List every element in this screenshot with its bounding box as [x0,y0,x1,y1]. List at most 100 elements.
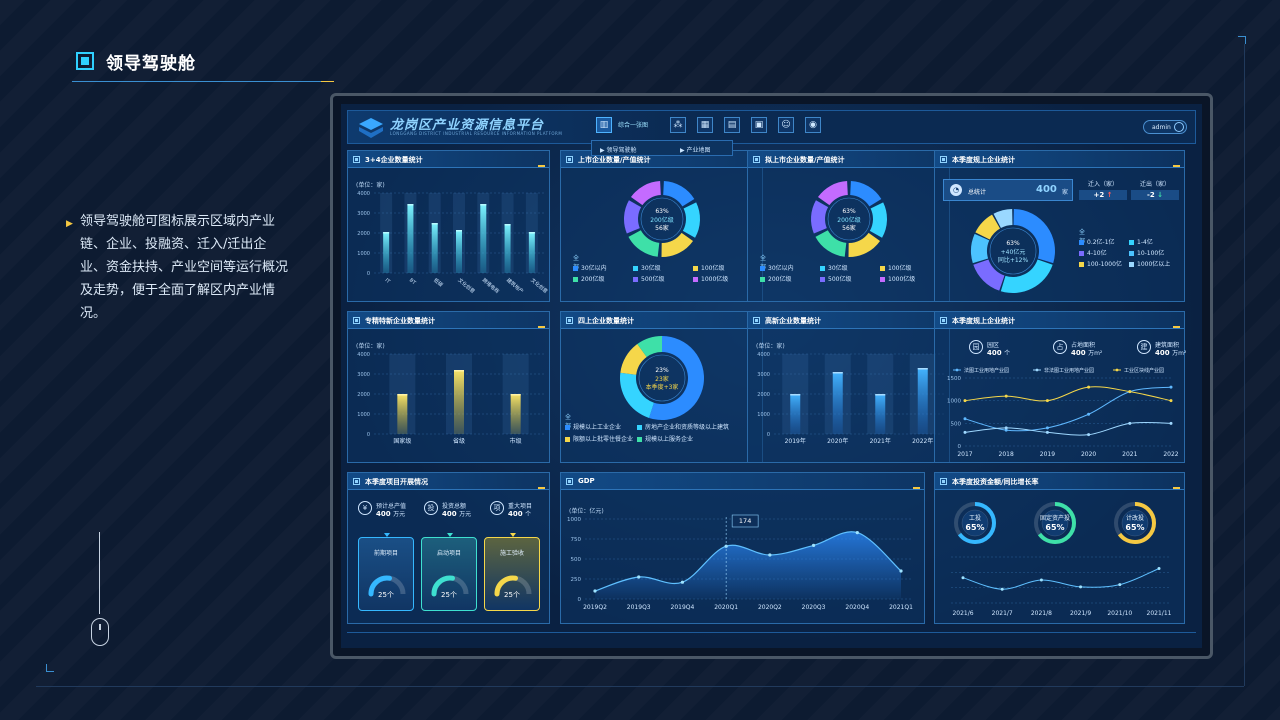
stage-gauge [494,575,532,597]
legend-item: 200亿级 [760,274,791,283]
nav-space-button[interactable]: ▣ [751,117,767,133]
data-point [855,531,859,535]
legend-label: 工业区块线产业园 [1124,367,1164,374]
nav-industry-chain-button[interactable]: ⁂ [670,117,686,133]
x-tick-label: 2021Q1 [889,604,913,611]
total-value: 400 [1036,184,1057,195]
legend-label: 0.2亿-1亿 [1087,239,1115,246]
legend-label: 1000亿级 [888,276,916,283]
x-tick-label: 2021/9 [1070,610,1091,617]
data-point [1169,399,1173,403]
center-count: 56家 [655,224,669,232]
stat-unit: 个 [1004,350,1011,357]
data-point [1118,583,1122,587]
nav-enterprise-button[interactable]: ▦ [697,117,713,133]
bar-cap [397,394,408,396]
legend-swatch [633,277,638,282]
y-tick-label: 500 [571,557,582,563]
data-point [1000,587,1004,591]
bar-cap [790,394,801,396]
series-line [964,386,1172,402]
panel-title: 拟上市企业数量/产值统计 [765,156,845,164]
donut-slice [649,336,704,420]
x-tick-label: 2020 [1081,451,1096,458]
donut-inner-ring [638,354,686,402]
bar [832,372,843,434]
legend-swatch [880,266,885,271]
gauge-label: 计改投 [1125,515,1144,522]
x-tick-label: 建筑地产 [505,277,525,295]
stat-label: 园区 [987,342,1000,349]
user-menu[interactable]: admin [1143,120,1187,134]
series-line [594,531,902,592]
dropdown-item-map[interactable]: ▶ 产业地图 [680,147,711,154]
gauge-fill [368,575,393,597]
x-tick-label: 2020Q1 [714,604,738,611]
x-tick-label: 2019年 [785,437,806,445]
data-point [1087,433,1091,437]
app-title: 龙岗区产业资源信息平台 [390,118,545,133]
slide-description: ▶ 领导驾驶舱可图标展示区域内产业链、企业、投融资、迁入/迁出企业、资金扶持、产… [66,210,290,325]
legend-swatch [760,266,765,271]
dropdown-item-cockpit[interactable]: ▶ 领导驾驶舱 [600,147,637,154]
gauge-fill [1034,502,1076,544]
data-point [768,553,772,557]
nav-map-button[interactable]: ◉ [805,117,821,133]
right-frame-line [1244,44,1245,686]
x-tick-label: 2020Q3 [802,604,826,611]
bar [790,394,801,434]
panel-square-icon [753,317,760,324]
project-stage-card[interactable]: 启动项目 25个 [421,537,477,611]
y-tick-label: 0 [767,432,770,438]
stat-unit: 万元 [393,511,406,518]
panel-title: 本季度规上企业统计 [952,317,1015,325]
legend-swatch [1079,240,1084,245]
donut-slice [993,209,1013,228]
nav-active-label[interactable]: 综合一张图 [618,122,649,129]
legend-item: 30亿以内 [760,263,794,272]
center-value: 200亿级 [837,216,860,224]
center-percent: 63% [1006,240,1020,247]
bar-chart-hitech: 4000 3000 2000 1000 0 2019年 2020年 2021年 2022年 [757,352,944,445]
arrow-down-icon: ↓ [1157,191,1164,199]
nav-overview-button[interactable]: ▥ [596,117,612,133]
slide-title: 领导驾驶舱 [72,48,342,88]
donut-slice [661,232,694,257]
gauge-value: 65% [1125,523,1145,532]
data-point [1169,421,1173,425]
gauge-fill [1114,502,1156,544]
legend-label: 100亿级 [701,265,725,272]
bar-cap [504,224,511,226]
project-stage-card[interactable]: 前期项目 25个 [358,537,414,611]
x-tick-label: 2021/8 [1031,610,1052,617]
bar-cap [383,232,390,234]
legend-swatch [1079,251,1084,256]
project-stage-card[interactable]: 施工验收 25个 [484,537,540,611]
x-tick-label: 2021/11 [1147,610,1172,617]
legend-swatch [693,266,698,271]
pie-icon: ◔ [950,184,962,196]
dropdown-item-cockpit-label: 领导驾驶舱 [606,147,637,154]
bar [875,394,886,434]
x-tick-label: 2021年 [870,437,891,445]
unit-label: (单位：家) [756,343,785,350]
person-icon: ☺ [781,120,791,130]
gauge-label: 工投 [968,515,981,522]
gauge-fill [494,575,519,597]
nav-investment-button[interactable]: ▤ [724,117,740,133]
legend-item: 100-1000亿 [1079,259,1122,268]
x-tick-label: 2018 [999,451,1014,458]
bar [456,230,462,273]
move-out-stat: 迁出（家） -2 ↓ [1131,179,1179,200]
stat-number: 400 [508,510,523,518]
legend-dot [1035,368,1039,372]
legend-item: 200亿级 [573,274,604,283]
data-point [1039,578,1043,582]
legend-swatch [760,277,765,282]
nav-user-button[interactable]: ☺ [778,117,794,133]
legend-swatch [1129,251,1134,256]
legend-item: 规模以上服务企业 [637,434,693,443]
